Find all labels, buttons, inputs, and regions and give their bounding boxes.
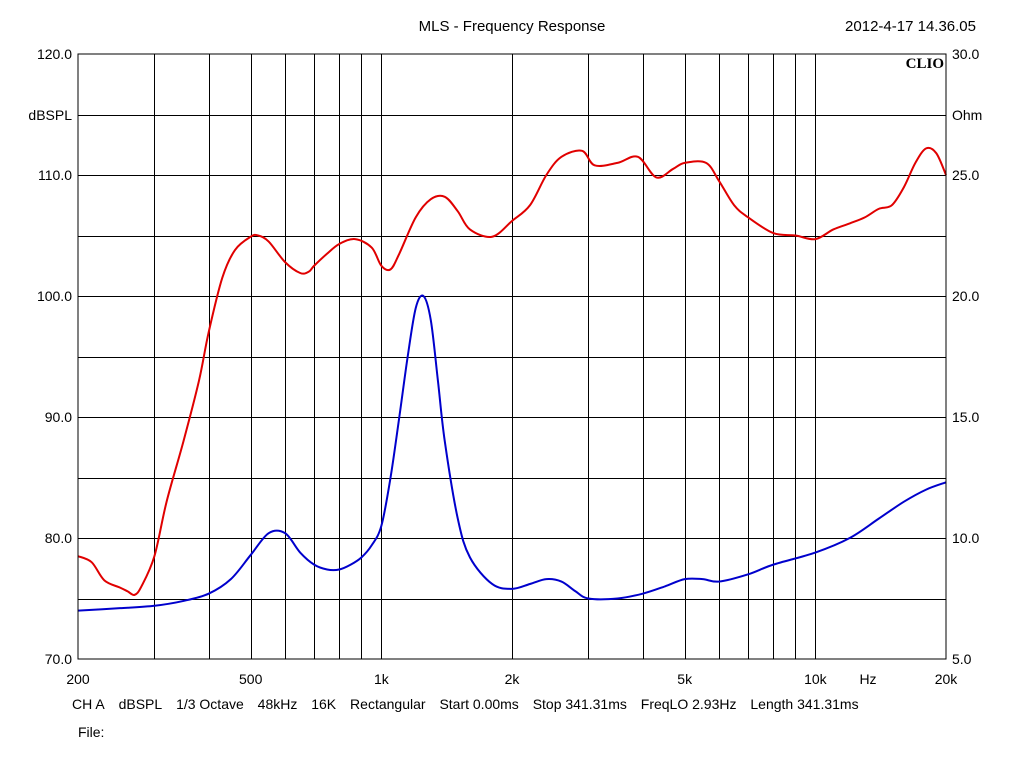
- measurement-datetime: 2012-4-17 14.36.05: [845, 18, 976, 35]
- window-label: Rectangular: [350, 696, 426, 712]
- impedance-series-line: [77, 294, 947, 612]
- x-tick-label: 10k: [804, 671, 828, 687]
- sample-rate-label: 48kHz: [257, 696, 298, 712]
- start-label: Start 0.00ms: [439, 696, 519, 712]
- y-left-tick-label: 70.0: [45, 651, 72, 667]
- y-right-tick-label: 30.0: [952, 46, 979, 62]
- y-right-tick-label: 15.0: [952, 409, 979, 425]
- y-right-tick-label: 20.0: [952, 288, 979, 304]
- x-tick-label: 500: [239, 671, 263, 687]
- x-tick-label: 5k: [677, 671, 693, 687]
- x-tick-label: 200: [66, 671, 90, 687]
- channel-label: CH A: [72, 696, 105, 712]
- y-left-tick-label: 90.0: [45, 409, 72, 425]
- y-left-tick-label: 110.0: [38, 167, 72, 183]
- x-tick-label: 2k: [505, 671, 521, 687]
- y-left-tick-label: 120.0: [37, 46, 72, 62]
- y-left-tick-label: 80.0: [45, 530, 72, 546]
- tick-labels: 70.0 80.0 90.0 100.0 110.0 120.0 5.0 10.0 15.0 20…: [28, 46, 982, 687]
- file-label: File:: [78, 724, 105, 740]
- freqlo-label: FreqLO 2.93Hz: [640, 696, 737, 712]
- smoothing-label: 1/3 Octave: [176, 696, 244, 712]
- y-right-tick-label: 10.0: [952, 530, 979, 546]
- plot-frame: [77, 53, 947, 660]
- y-right-tick-label: 25.0: [952, 167, 979, 183]
- series-lines: [77, 146, 947, 612]
- x-axis-unit-label: Hz: [859, 671, 876, 687]
- size-label: 16K: [311, 696, 337, 712]
- spl-series-line: [77, 146, 947, 596]
- x-tick-label: 1k: [374, 671, 390, 687]
- clio-brand-label: CLIO: [906, 56, 944, 72]
- chart-title: MLS - Frequency Response: [418, 18, 606, 35]
- y-left-tick-label: 100.0: [37, 288, 72, 304]
- y-left-axis-label: dBSPL: [28, 107, 72, 123]
- y-right-axis-label: Ohm: [952, 107, 982, 123]
- grid-lines: [78, 54, 946, 659]
- measurement-info-bar: CH A dBSPL 1/3 Octave 48kHz 16K Rectangu…: [72, 696, 869, 712]
- length-label: Length 341.31ms: [750, 696, 859, 712]
- stop-label: Stop 341.31ms: [532, 696, 627, 712]
- unit-label: dBSPL: [118, 696, 163, 712]
- y-right-tick-label: 5.0: [952, 651, 972, 667]
- x-tick-label: 20k: [935, 671, 959, 687]
